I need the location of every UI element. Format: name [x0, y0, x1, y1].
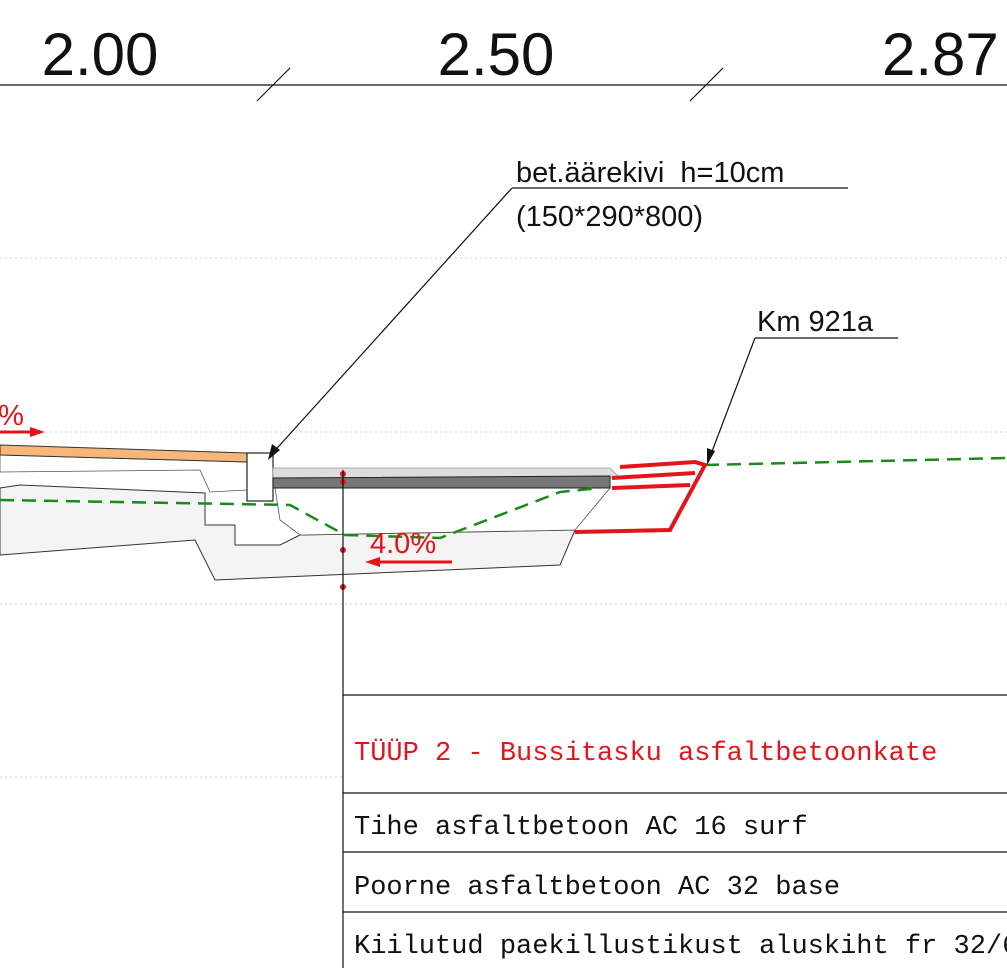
arrow-head — [707, 448, 715, 465]
dimension: 2.50 — [438, 21, 555, 88]
slope-label: 4.0% — [370, 528, 436, 560]
table-row: Tihe asfaltbetoon AC 16 surf — [354, 813, 808, 843]
curb-label: bet.äärekivi h=10cm — [516, 157, 784, 189]
table-row: Poorne asfaltbetoon AC 32 base — [354, 873, 840, 903]
table-title: TÜÜP 2 - Bussitasku asfaltbetoonkate — [354, 737, 937, 769]
guides — [0, 257, 1007, 778]
dimension-line — [0, 67, 1007, 102]
slope-label: 3% — [0, 400, 24, 432]
table-row: Kiilutud paekillustikust aluskiht fr 32/… — [354, 932, 1007, 962]
station-label: Km 921a — [757, 306, 874, 338]
arrow-head — [268, 444, 280, 460]
table-lines — [342, 470, 1007, 968]
dimension: 2.00 — [42, 21, 159, 88]
dimension: 2.87 — [882, 21, 999, 88]
curb-label: (150*290*800) — [516, 201, 703, 233]
cross-section — [0, 427, 1007, 590]
leaders — [269, 187, 898, 463]
